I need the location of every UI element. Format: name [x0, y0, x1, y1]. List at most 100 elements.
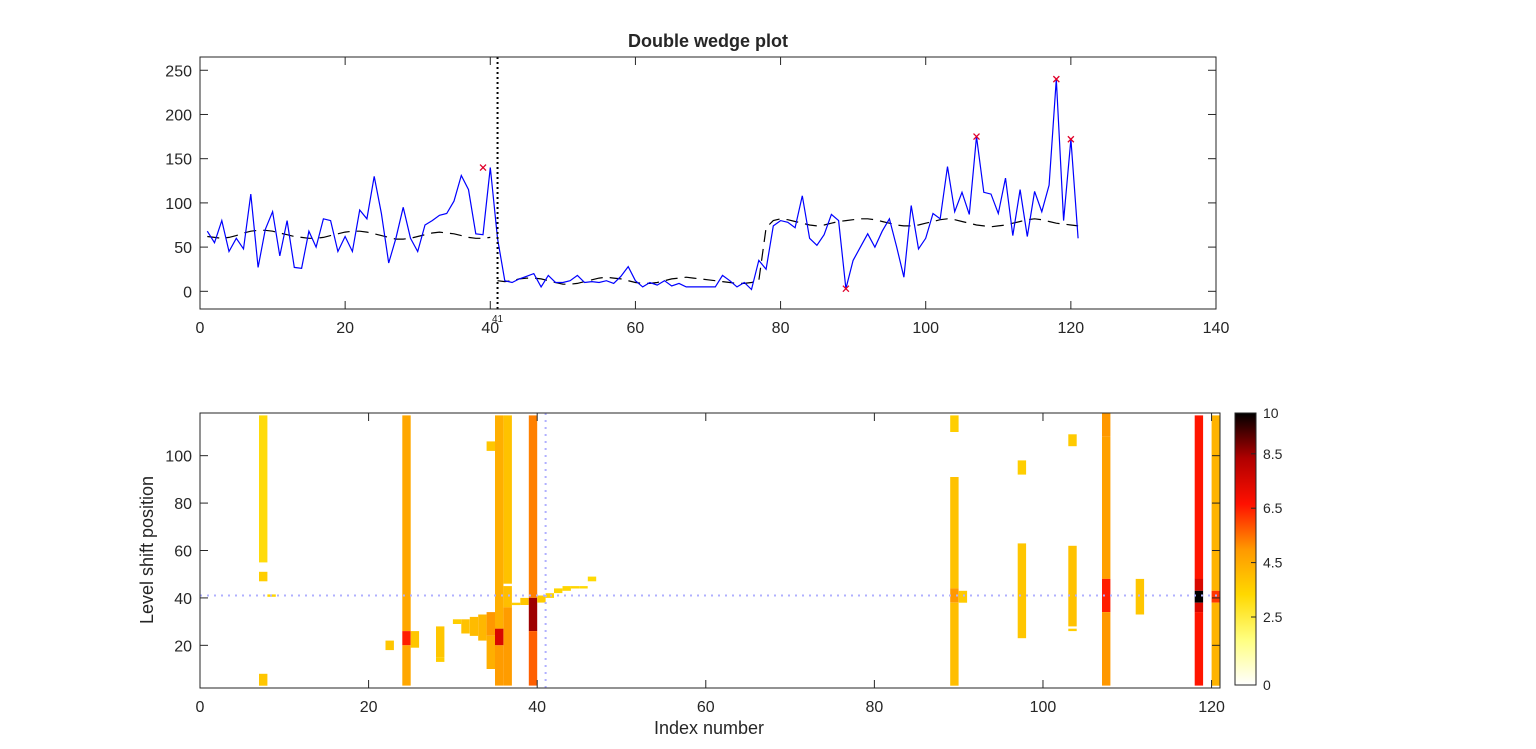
x-tick-label: 40 — [481, 320, 499, 337]
colorbar: 0 2.5 4.5 6.5 8.5 10 — [1234, 405, 1283, 693]
x-tick-label: 40 — [528, 699, 546, 716]
heatmap-column — [579, 586, 588, 589]
heatmap-cell — [587, 576, 597, 582]
heatmap-cell — [1102, 436, 1111, 579]
heatmap-cell — [1194, 590, 1204, 603]
heatmap-cell — [528, 415, 538, 598]
colorbar-tick-label: 6.5 — [1263, 500, 1283, 516]
heatmap-cell — [436, 657, 445, 662]
heatmap-column — [1017, 460, 1027, 639]
heatmap-column — [385, 640, 394, 651]
top-plot-title: Double wedge plot — [628, 31, 788, 51]
x-tick-label: 80 — [865, 699, 883, 716]
outlier-marker-stroke — [842, 285, 850, 293]
heatmap-cell — [958, 590, 968, 603]
colorbar-tick-label: 2.5 — [1263, 609, 1283, 625]
heatmap-column — [410, 631, 420, 648]
heatmap-cell — [1194, 612, 1204, 686]
heatmap-cell — [495, 415, 504, 629]
heatmap-cell — [402, 645, 411, 686]
heatmap-column — [452, 619, 462, 624]
heatmap-cell — [259, 673, 268, 686]
heatmap-column — [545, 593, 554, 598]
outlier-marker — [479, 164, 487, 171]
heatmap-column — [554, 588, 563, 594]
heatmap-column — [958, 590, 968, 603]
heatmap-cell — [1102, 578, 1111, 613]
heatmap-cell — [520, 597, 529, 605]
heatmap-cell — [486, 635, 495, 669]
heatmap-cell — [486, 441, 495, 451]
heatmap-cell — [478, 614, 487, 641]
top-plot-data: 41 — [206, 57, 1079, 325]
series-line — [206, 79, 1079, 291]
x-tick-label: 0 — [196, 699, 205, 716]
heatmap-column — [528, 415, 538, 686]
heatmap-cell — [436, 626, 445, 658]
heatmap-cell — [1194, 578, 1204, 591]
heatmap-cell — [511, 602, 521, 606]
heatmap-cell — [1211, 590, 1220, 603]
heatmap-cell — [537, 595, 546, 603]
outlier-marker — [1052, 75, 1060, 83]
heatmap-column — [587, 576, 597, 582]
bottom-plot-ticks: 0 20 40 60 80 100 120 20 40 60 80 100 — [165, 413, 1225, 716]
colorbar-frame — [1234, 412, 1257, 686]
outlier-marker-stroke — [479, 164, 487, 171]
top-plot-area — [200, 57, 1216, 309]
heatmap-cell — [579, 586, 588, 589]
heatmap-cell — [1194, 415, 1204, 579]
heatmap-column — [511, 602, 521, 606]
heatmap-column — [570, 586, 580, 589]
heatmap-column — [562, 586, 571, 591]
heatmap-cell — [562, 586, 571, 591]
heatmap-cell — [545, 593, 554, 598]
outlier-marker-stroke — [973, 133, 980, 141]
outlier-marker — [1067, 135, 1075, 143]
heatmap-column — [402, 415, 411, 686]
heatmap-column — [1068, 434, 1077, 632]
x-tick-label: 60 — [697, 699, 715, 716]
heatmap-cell — [1211, 602, 1220, 686]
heatmap-column — [259, 415, 268, 686]
heatmap-cell — [495, 628, 504, 646]
heatmap-column — [1102, 413, 1111, 686]
heatmap-cell — [1194, 602, 1204, 613]
heatmap-cell — [950, 588, 959, 603]
heatmap-cell — [452, 619, 462, 624]
colorbar-tick-label: 0 — [1263, 677, 1271, 693]
heatmap-cell — [503, 586, 512, 608]
heatmap-cell — [402, 631, 411, 646]
heatmap-column — [478, 614, 487, 641]
heatmap-cell — [410, 631, 420, 648]
heatmap-cell — [486, 612, 495, 636]
heatmap-cell — [950, 477, 959, 589]
y-tick-label: 80 — [174, 496, 192, 513]
heatmap-column — [520, 597, 529, 605]
heatmap-cell — [528, 597, 538, 632]
outlier-marker-stroke — [1067, 135, 1075, 143]
y-tick-label: 150 — [165, 152, 192, 169]
y-tick-label: 100 — [165, 196, 192, 213]
heatmap-column — [495, 415, 504, 686]
y-tick-label: 20 — [174, 638, 192, 655]
x-tick-label: 120 — [1198, 699, 1225, 716]
heatmap-cell — [259, 415, 268, 563]
x-tick-label: 100 — [1030, 699, 1057, 716]
heatmap-cell — [469, 616, 479, 636]
outlier-marker — [842, 285, 850, 293]
x-tick-label: 60 — [627, 320, 645, 337]
bottom-xlabel: Index number — [654, 718, 764, 738]
heatmap-cell — [1068, 545, 1077, 627]
colorbar-gradient — [1235, 413, 1256, 685]
heatmap-column — [436, 626, 445, 662]
y-tick-label: 50 — [174, 240, 192, 257]
heatmap-cell — [950, 415, 959, 432]
heatmap-column — [1194, 415, 1204, 686]
heatmap-column — [1135, 578, 1145, 615]
y-tick-label: 100 — [165, 449, 192, 466]
heatmap-column — [537, 595, 546, 603]
x-tick-label: 140 — [1203, 320, 1230, 337]
heatmap-cell — [1068, 434, 1077, 447]
